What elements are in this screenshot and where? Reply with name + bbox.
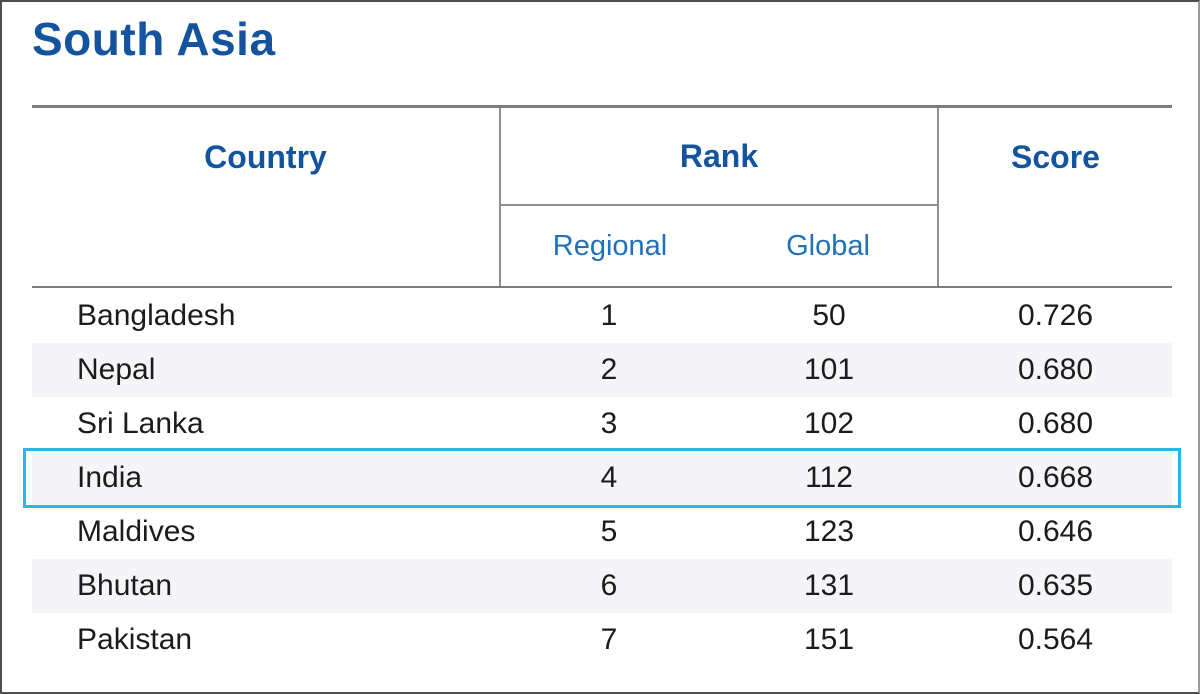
global-rank-cell: 101 <box>803 353 855 386</box>
table-row: Sri Lanka 3 102 0.680 <box>32 397 1172 451</box>
global-rank-cell: 123 <box>803 515 855 548</box>
table-row: Bangladesh 1 50 0.726 <box>32 289 1172 343</box>
country-cell: Nepal <box>77 353 156 386</box>
global-rank-cell: 102 <box>803 407 855 440</box>
table-row: Nepal 2 101 0.680 <box>32 343 1172 397</box>
country-cell: Sri Lanka <box>77 407 204 440</box>
global-rank-cell: 112 <box>805 461 853 494</box>
table-body: Bangladesh 1 50 0.726 Nepal 2 101 0.680 … <box>23 289 1181 667</box>
score-cell: 0.680 <box>1017 353 1094 386</box>
score-cell: 0.646 <box>1017 515 1094 548</box>
column-subheader-regional: Regional <box>499 206 719 286</box>
ranking-table: Country Rank Score Regional Global Bangl… <box>23 105 1181 667</box>
global-rank-cell: 151 <box>803 623 855 656</box>
table-header: Country Rank Score Regional Global <box>32 105 1172 288</box>
regional-rank-cell: 1 <box>600 299 618 332</box>
table-row: India 4 112 0.668 <box>23 448 1181 508</box>
country-cell: Maldives <box>77 515 196 548</box>
global-rank-cell: 131 <box>803 569 855 602</box>
regional-rank-cell: 3 <box>600 407 618 440</box>
regional-rank-cell: 4 <box>600 461 618 494</box>
page-title: South Asia <box>32 13 276 65</box>
table-row: Maldives 5 123 0.646 <box>32 505 1172 559</box>
column-header-country: Country <box>204 138 327 175</box>
country-cell: Bangladesh <box>77 299 236 332</box>
table-row: Pakistan 7 151 0.564 <box>32 613 1172 667</box>
table-row: Bhutan 6 131 0.635 <box>32 559 1172 613</box>
regional-rank-cell: 7 <box>600 623 618 656</box>
score-cell: 0.726 <box>1017 299 1094 332</box>
regional-rank-cell: 6 <box>600 569 618 602</box>
country-cell: Pakistan <box>77 623 193 656</box>
global-rank-cell: 50 <box>812 299 846 332</box>
score-cell: 0.668 <box>1017 461 1094 494</box>
column-header-rank: Rank <box>499 108 939 206</box>
regional-rank-cell: 2 <box>600 353 618 386</box>
country-cell: India <box>77 461 143 494</box>
regional-rank-cell: 5 <box>600 515 618 548</box>
score-cell: 0.680 <box>1017 407 1094 440</box>
column-header-score: Score <box>1011 138 1100 175</box>
score-cell: 0.564 <box>1017 623 1094 656</box>
country-cell: Bhutan <box>77 569 173 602</box>
column-subheader-global: Global <box>719 206 939 286</box>
score-cell: 0.635 <box>1017 569 1094 602</box>
